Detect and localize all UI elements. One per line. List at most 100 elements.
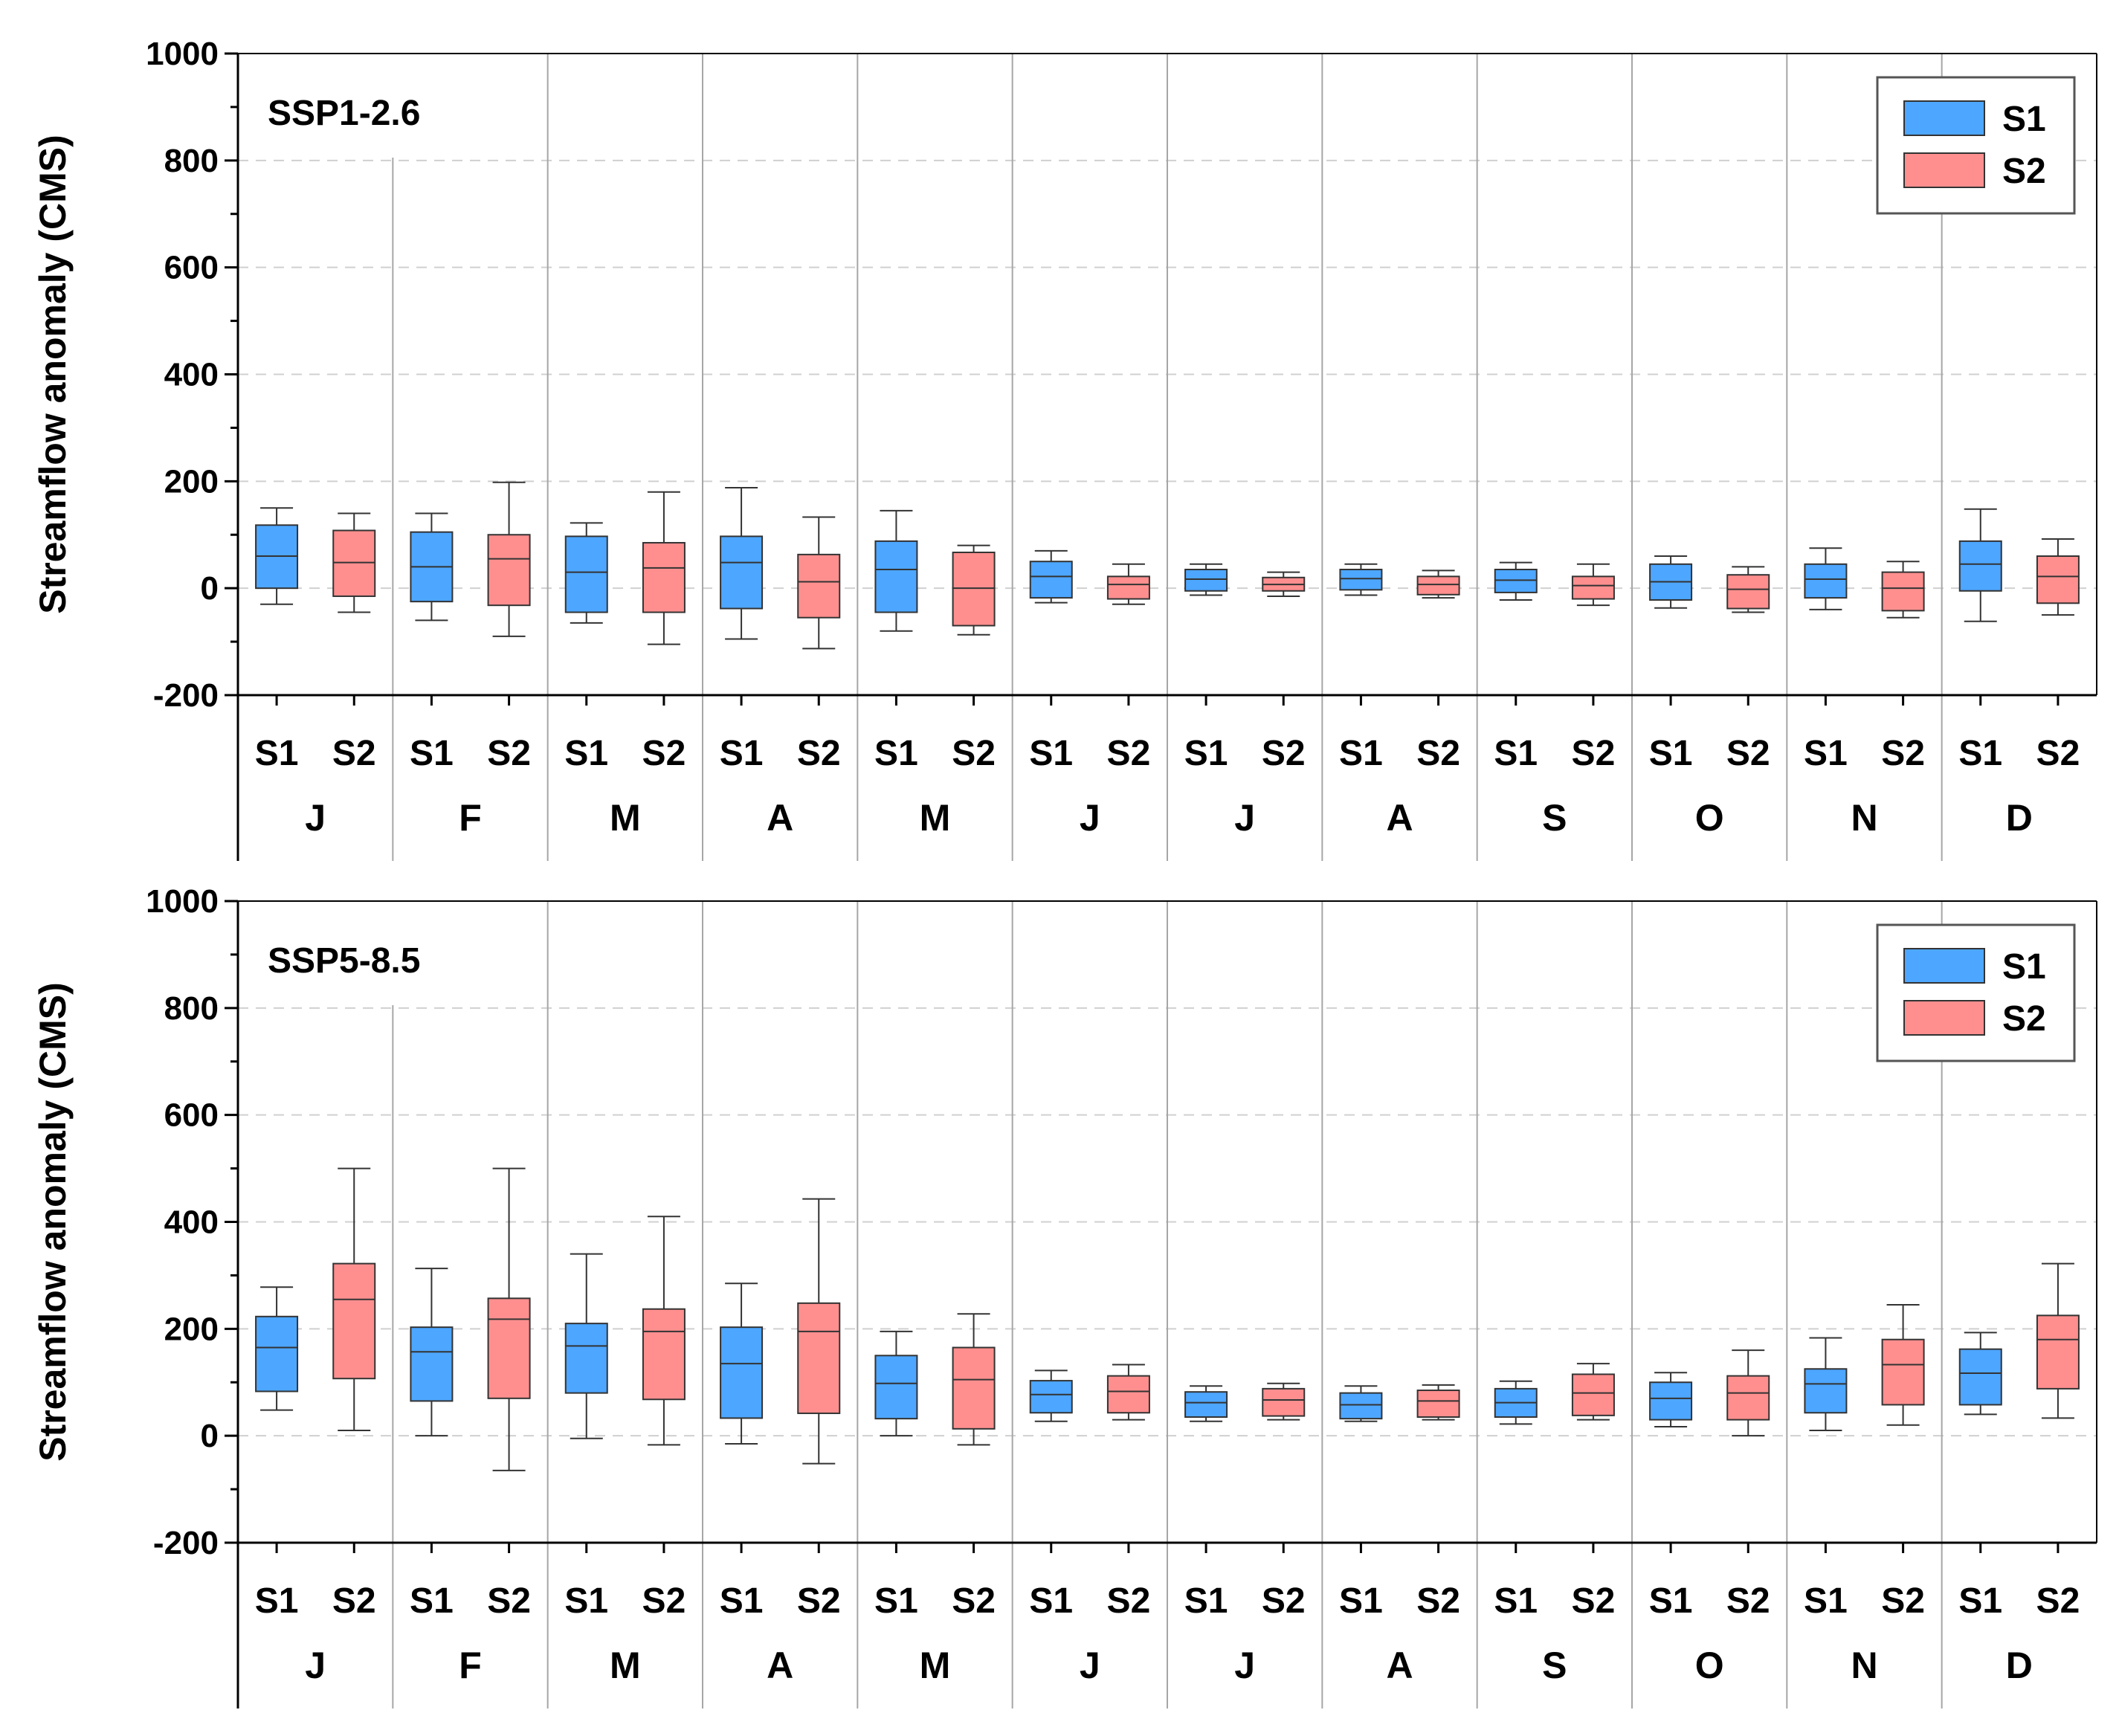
iqr-box — [952, 551, 996, 627]
x-tick-label: S1 — [1649, 1581, 1693, 1621]
x-tick-label: S1 — [255, 1581, 299, 1621]
iqr-box — [1029, 561, 1073, 599]
iqr-box — [332, 1262, 376, 1380]
box-s2-8 — [1416, 569, 1460, 599]
month-label: O — [1695, 797, 1724, 839]
box-s1-2 — [410, 1268, 454, 1437]
iqr-box — [1339, 568, 1383, 591]
x-tick-label: S2 — [2036, 734, 2080, 773]
iqr-box — [410, 1326, 454, 1402]
iqr-box — [1416, 575, 1460, 596]
iqr-box — [1881, 1338, 1925, 1406]
box-s1-6 — [1029, 1369, 1073, 1422]
box-s2-12 — [2036, 1262, 2080, 1419]
box-s1-9 — [1494, 1380, 1538, 1425]
iqr-box — [1726, 1375, 1770, 1421]
box-s1-11 — [1804, 547, 1848, 610]
box-s2-4 — [797, 1198, 841, 1465]
iqr-box — [1029, 1380, 1073, 1414]
box-s1-4 — [720, 486, 764, 640]
x-tick-label: S2 — [797, 1581, 841, 1621]
iqr-box — [2036, 555, 2080, 604]
y-tick-label: -200 — [153, 677, 219, 714]
box-s1-8 — [1339, 1385, 1383, 1422]
month-label: N — [1851, 1645, 1877, 1686]
box-s2-9 — [1571, 1363, 1615, 1421]
month-label: A — [767, 1645, 793, 1686]
legend-frame — [1876, 76, 2076, 215]
box-s1-3 — [564, 1253, 608, 1439]
box-s2-7 — [1262, 1382, 1306, 1421]
panel-title: SSP5-8.5 — [268, 941, 420, 981]
x-tick-label: S1 — [255, 734, 299, 773]
iqr-box — [487, 1297, 531, 1399]
x-tick-label: S1 — [1029, 1581, 1073, 1621]
iqr-box — [952, 1346, 996, 1430]
iqr-box — [2036, 1314, 2080, 1390]
x-tick-label: S2 — [1107, 1581, 1151, 1621]
month-label: S — [1542, 1645, 1567, 1686]
x-tick-label: S2 — [1726, 734, 1770, 773]
month-label: J — [305, 1645, 326, 1686]
iqr-box — [1416, 1390, 1460, 1418]
month-label: A — [1386, 1645, 1413, 1686]
x-tick-label: S1 — [1184, 1581, 1228, 1621]
legend-swatch-s1 — [1903, 948, 1985, 984]
box-s2-5 — [952, 544, 996, 636]
iqr-box — [720, 1326, 764, 1419]
y-axis-title: Streamflow anomaly (CMS) — [32, 982, 74, 1462]
x-tick-label: S1 — [1494, 1581, 1538, 1621]
iqr-box — [1106, 1375, 1150, 1414]
iqr-box — [1649, 1381, 1693, 1421]
box-s2-11 — [1881, 561, 1925, 619]
x-tick-label: S1 — [720, 734, 764, 773]
month-label: N — [1851, 797, 1877, 839]
x-tick-label: S2 — [332, 1581, 376, 1621]
x-tick-label: S2 — [1262, 734, 1306, 773]
box-s2-8 — [1416, 1384, 1460, 1421]
box-s1-3 — [564, 522, 608, 624]
box-s1-7 — [1184, 563, 1228, 596]
legend-label-s1: S1 — [2002, 100, 2046, 139]
iqr-box — [797, 553, 841, 619]
iqr-box — [255, 1315, 299, 1393]
iqr-box — [874, 540, 918, 613]
iqr-box — [564, 1323, 608, 1394]
iqr-box — [1958, 1348, 2002, 1406]
x-tick-label: S1 — [410, 1581, 454, 1621]
y-tick-label: 800 — [164, 143, 219, 179]
y-tick-label: 200 — [164, 1311, 219, 1347]
legend-label-s1: S1 — [2002, 947, 2046, 987]
x-tick-label: S2 — [797, 734, 841, 773]
panel-title: SSP1-2.6 — [268, 94, 420, 133]
month-label: M — [920, 1645, 951, 1686]
month-label: J — [1234, 1645, 1255, 1686]
y-tick-label: 400 — [164, 1204, 219, 1241]
month-label: M — [610, 797, 641, 839]
box-s2-2 — [487, 481, 531, 637]
box-s2-5 — [952, 1313, 996, 1446]
y-tick-label: 0 — [201, 1418, 219, 1454]
x-tick-label: S2 — [1416, 734, 1460, 773]
x-tick-label: S1 — [720, 1581, 764, 1621]
month-label: A — [767, 797, 793, 839]
y-tick-label: 1000 — [146, 36, 219, 72]
month-label: M — [610, 1645, 641, 1686]
x-tick-label: S1 — [1494, 734, 1538, 773]
x-tick-label: S1 — [564, 734, 608, 773]
month-label: J — [1234, 797, 1255, 839]
box-s2-1 — [332, 1167, 376, 1431]
box-s1-7 — [1184, 1385, 1228, 1422]
y-tick-label: 200 — [164, 463, 219, 500]
x-tick-label: S2 — [2036, 1581, 2080, 1621]
iqr-box — [487, 534, 531, 607]
x-tick-label: S2 — [952, 734, 996, 773]
y-tick-label: 1000 — [146, 883, 219, 920]
box-s1-2 — [410, 512, 454, 622]
box-s2-12 — [2036, 538, 2080, 616]
box-s2-6 — [1106, 563, 1150, 605]
x-tick-label: S1 — [1339, 734, 1383, 773]
month-label: J — [1080, 1645, 1100, 1686]
